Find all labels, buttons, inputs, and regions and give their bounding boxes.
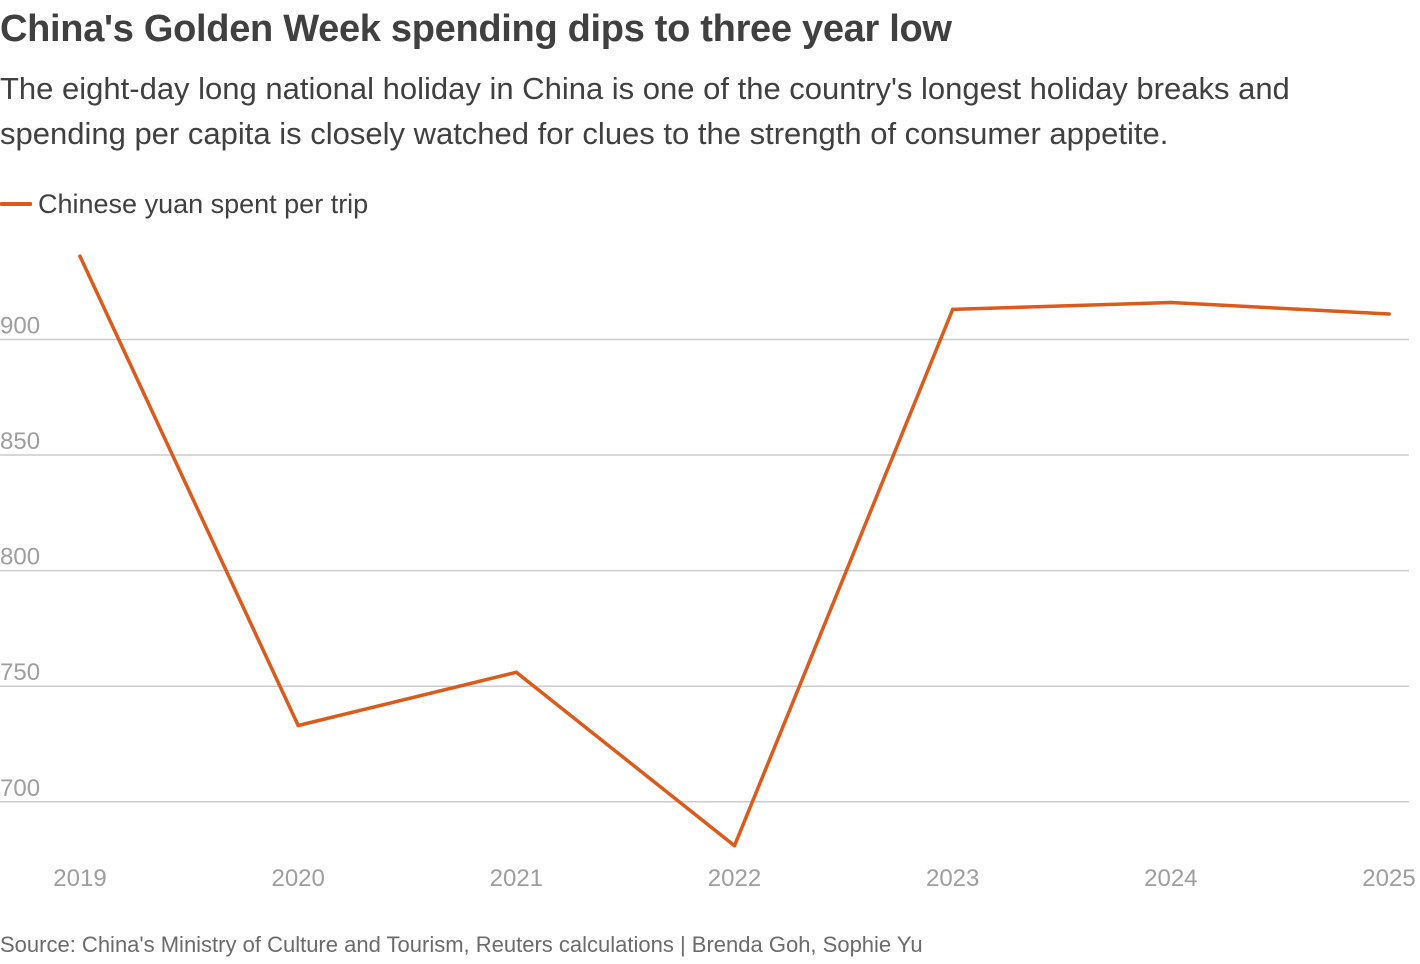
data-point-2025 <box>1387 312 1391 316</box>
series-line-0 <box>78 254 1391 848</box>
data-point-2023 <box>950 307 955 312</box>
x-tick-label-2021: 2021 <box>490 865 543 892</box>
data-point-2021 <box>514 670 519 675</box>
x-tick-label-2022: 2022 <box>708 865 761 892</box>
x-tick-label-2020: 2020 <box>271 865 324 892</box>
chart-title: China's Golden Week spending dips to thr… <box>0 8 952 50</box>
series-layer <box>78 254 1391 848</box>
legend-label: Chinese yuan spent per trip <box>38 188 369 219</box>
grid-lines <box>0 338 1409 803</box>
data-point-2020 <box>296 723 300 728</box>
legend: Chinese yuan spent per trip <box>0 186 368 222</box>
x-tick-label-2023: 2023 <box>926 865 979 892</box>
y-tick-label-750: 750 <box>0 659 40 686</box>
x-tick-label-2025: 2025 <box>1362 865 1415 892</box>
y-tick-label-900: 900 <box>0 312 40 339</box>
y-tick-label-800: 800 <box>0 544 40 571</box>
source-note: Source: China's Ministry of Culture and … <box>0 932 923 957</box>
x-tick-label-2019: 2019 <box>53 865 106 892</box>
x-axis-ticks: 2019 2020 2021 2022 2023 2024 2025 <box>53 865 1415 892</box>
data-point-2022 <box>732 843 737 848</box>
y-axis-ticks: 700 750 800 850 900 <box>0 312 40 801</box>
chart-subtitle: The eight-day long national holiday in C… <box>0 71 1290 151</box>
y-tick-label-850: 850 <box>0 428 40 455</box>
data-point-2024 <box>1169 300 1173 305</box>
legend-swatch <box>0 202 32 206</box>
x-tick-label-2024: 2024 <box>1144 865 1197 892</box>
y-tick-label-700: 700 <box>0 775 40 802</box>
data-point-2019 <box>78 254 82 258</box>
